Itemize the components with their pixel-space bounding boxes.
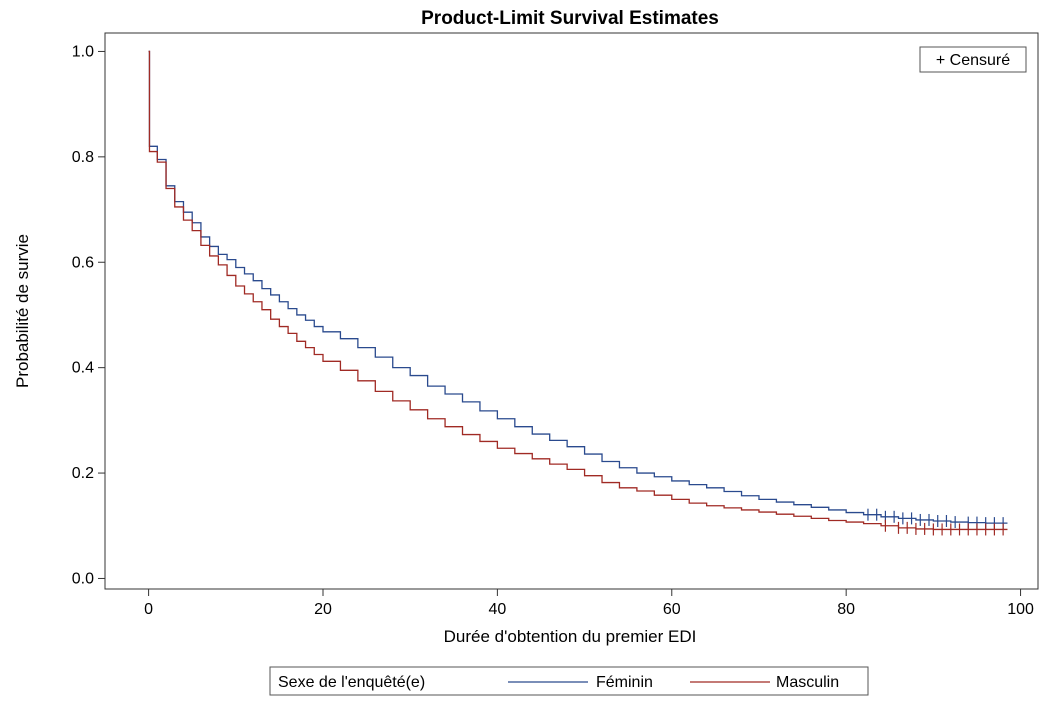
censor-legend: + Censuré — [919, 46, 1027, 73]
censor-legend-box — [919, 46, 1027, 73]
y-tick-label-2: 0.4 — [72, 360, 94, 377]
y-tick-label-4: 0.8 — [72, 149, 94, 166]
x-axis: 0 20 40 60 80 100 — [144, 589, 1034, 618]
legend-label-feminin: Féminin — [596, 674, 653, 691]
y-tick-label-1: 0.2 — [72, 465, 94, 482]
legend-title: Sexe de l'enquêté(e) — [278, 674, 425, 691]
y-tick-label-5: 1.0 — [72, 43, 94, 60]
plot-frame — [104, 32, 1039, 590]
censor-legend-label: + Censuré — [936, 52, 1010, 69]
chart-title: Product-Limit Survival Estimates — [421, 8, 719, 29]
legend-box — [269, 666, 869, 696]
legend: Sexe de l'enquêté(e) Féminin Masculin — [269, 666, 869, 696]
legend-label-masculin: Masculin — [776, 674, 839, 691]
x-tick-label-0: 0 — [144, 601, 153, 618]
y-axis: 0.0 0.2 0.4 0.6 0.8 1.0 — [72, 43, 105, 587]
x-tick-label-5: 100 — [1007, 601, 1034, 618]
series-line-masculin — [148, 50, 1008, 531]
x-tick-label-1: 20 — [314, 601, 332, 618]
y-tick-label-3: 0.6 — [72, 254, 94, 271]
y-axis-label: Probabilité de survie — [13, 234, 32, 388]
x-tick-label-4: 80 — [837, 601, 855, 618]
y-tick-label-0: 0.0 — [72, 570, 94, 587]
x-tick-label-3: 60 — [663, 601, 681, 618]
series-line-feminin — [148, 50, 1008, 524]
x-axis-label: Durée d'obtention du premier EDI — [444, 627, 697, 646]
series-layer — [148, 50, 1008, 536]
x-tick-label-2: 40 — [488, 601, 506, 618]
